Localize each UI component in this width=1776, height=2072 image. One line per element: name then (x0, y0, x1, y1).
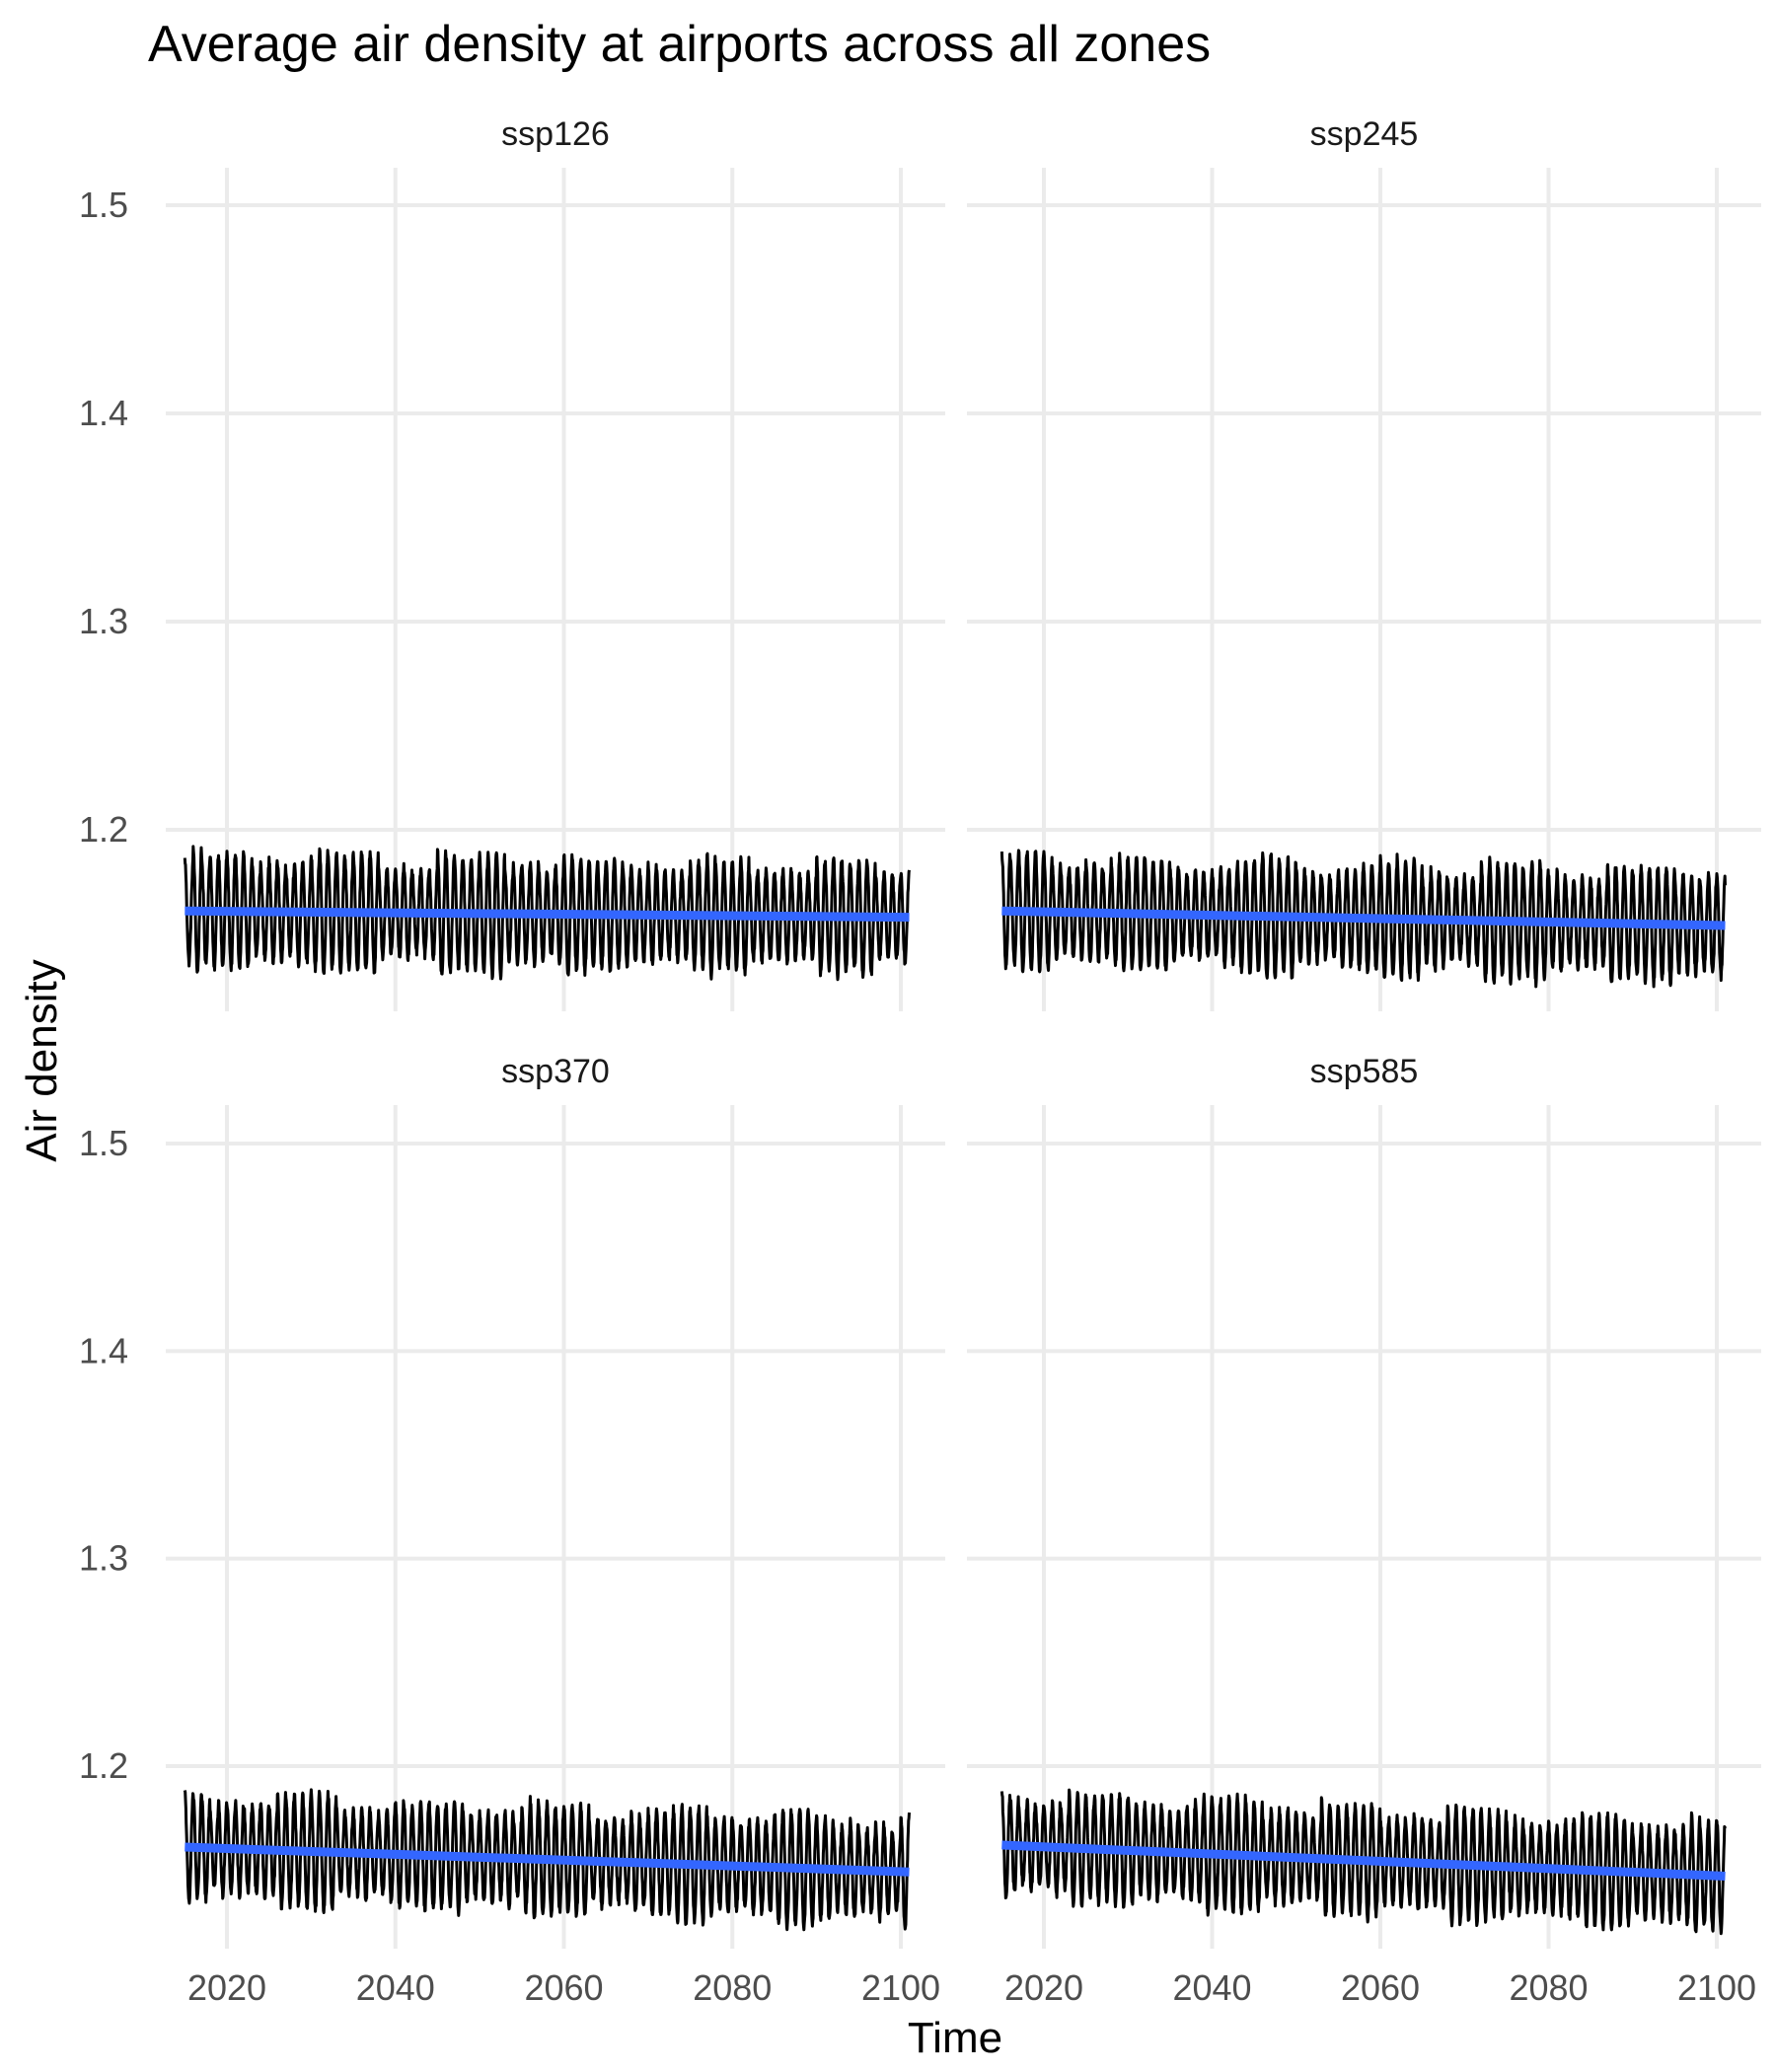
y-tick-label: 1.3 (79, 1538, 128, 1579)
panel-ssp370: ssp370 1.2 1.3 1.4 1.5 2020 2040 2060 2080 2100 (79, 1053, 945, 2008)
y-tick-label: 1.4 (79, 393, 128, 433)
x-axis-title: Time (908, 2014, 1002, 2062)
trend-line (185, 906, 910, 923)
x-tick-label: 2060 (1341, 1967, 1420, 2008)
x-tick-label: 2100 (1677, 1967, 1756, 2008)
raw-series-line (183, 845, 911, 982)
x-tick-label: 2100 (861, 1967, 940, 2008)
y-tick-label: 1.2 (79, 1745, 128, 1786)
x-tick-label: 2020 (187, 1967, 266, 2008)
x-tick-label: 2080 (693, 1967, 772, 2008)
raw-series-line (183, 1788, 911, 1932)
trend-line (185, 1842, 910, 1877)
panel-ssp585: ssp585 2020 2040 2060 2080 2100 (967, 1053, 1761, 2008)
raw-series-line (999, 849, 1727, 989)
panel-strip-label: ssp245 (1310, 115, 1419, 153)
x-tick-label: 2060 (524, 1967, 603, 2008)
x-tick-label: 2080 (1509, 1967, 1588, 2008)
raw-series-line (999, 1788, 1727, 1936)
panel-ssp126: ssp126 1.2 1.3 1.4 1.5 (79, 115, 945, 1011)
y-tick-label: 1.5 (79, 185, 128, 225)
y-tick-label: 1.5 (79, 1123, 128, 1163)
y-tick-label: 1.4 (79, 1330, 128, 1370)
chart-title: Average air density at airports across a… (148, 16, 1211, 73)
trend-line (1001, 1840, 1726, 1881)
trend-line (1001, 906, 1726, 930)
y-axis-title: Air density (18, 959, 66, 1161)
panel-strip-label: ssp126 (501, 115, 610, 153)
x-tick-label: 2020 (1004, 1967, 1083, 2008)
facet-panels: ssp126 1.2 1.3 1.4 1.5 ssp245 ssp370 1.2 1.3 1.4 1… (79, 115, 1761, 2008)
x-tick-label: 2040 (1172, 1967, 1251, 2008)
panel-strip-label: ssp585 (1310, 1053, 1419, 1090)
y-tick-label: 1.3 (79, 601, 128, 641)
x-tick-label: 2040 (356, 1967, 435, 2008)
y-tick-label: 1.2 (79, 809, 128, 850)
panel-strip-label: ssp370 (501, 1053, 610, 1090)
panel-ssp245: ssp245 (967, 115, 1761, 1011)
